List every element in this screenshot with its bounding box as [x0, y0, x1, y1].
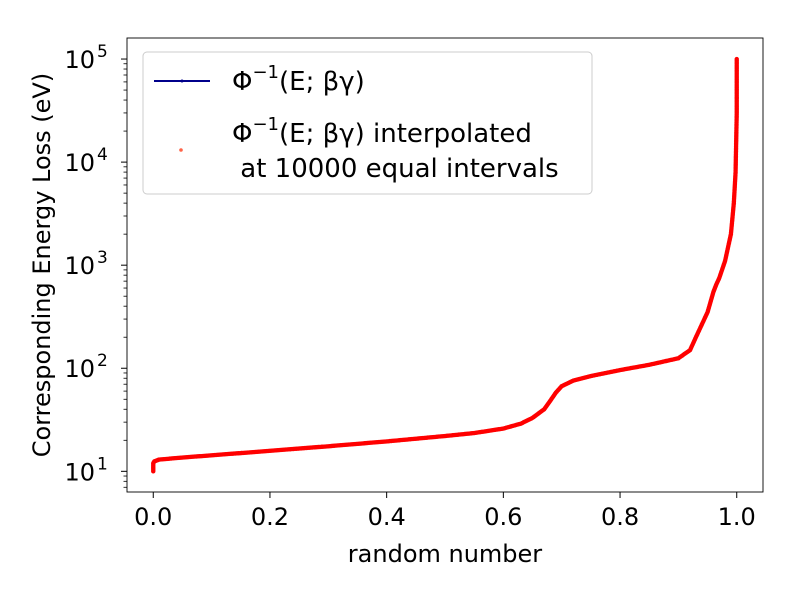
series-layer: [151, 56, 739, 474]
x-tick-label-0: 0.0: [134, 503, 172, 531]
x-tick-label-4: 0.8: [601, 503, 639, 531]
legend-entry-1-rest: (E; βγ): [279, 67, 365, 97]
x-tick-label-2: 0.4: [368, 503, 406, 531]
x-tick-label-3: 0.6: [484, 503, 522, 531]
legend-entry-2: Φ−1(E; βγ) interpolated: [232, 114, 532, 149]
y-tick-label-exp-3: 4: [97, 145, 108, 165]
legend-box: [142, 51, 593, 195]
legend-entry-2-rest: (E; βγ) interpolated: [279, 119, 532, 149]
legend-entry-1: Φ−1(E; βγ): [232, 62, 365, 97]
y-tick-label-4: 10: [64, 46, 95, 74]
legend-entry-1-phi: Φ: [232, 67, 252, 97]
y-tick-label-exp-2: 3: [97, 248, 108, 268]
y-tick-label-3: 10: [64, 149, 95, 177]
y-tick-label-2: 10: [64, 252, 95, 280]
x-axis: 0.0 0.2 0.4 0.6 0.8 1.0: [134, 492, 756, 531]
legend-entry-2-phi: Φ: [232, 119, 252, 149]
legend: Φ−1(E; βγ) Φ−1(E; βγ) interpolated at 10…: [142, 51, 593, 195]
legend-entry-2-sup: −1: [252, 114, 279, 135]
y-tick-label-0: 10: [64, 458, 95, 486]
legend-line-marker-dot: [180, 79, 184, 83]
y-axis-label: Corresponding Energy Loss (eV): [28, 73, 56, 457]
y-tick-label-exp-1: 2: [97, 351, 108, 371]
legend-entry-1-sup: −1: [252, 62, 279, 83]
x-axis-label: random number: [348, 540, 543, 568]
data-point-1-563: [734, 56, 739, 62]
y-tick-label-exp-4: 5: [97, 42, 108, 62]
y-tick-label-1: 10: [64, 355, 95, 383]
x-tick-label-5: 1.0: [718, 503, 756, 531]
legend-scatter-marker: [179, 148, 183, 152]
x-tick-label-1: 0.2: [251, 503, 289, 531]
legend-entry-2-line2: at 10000 equal intervals: [232, 154, 559, 184]
y-tick-label-exp-0: 1: [97, 454, 108, 474]
